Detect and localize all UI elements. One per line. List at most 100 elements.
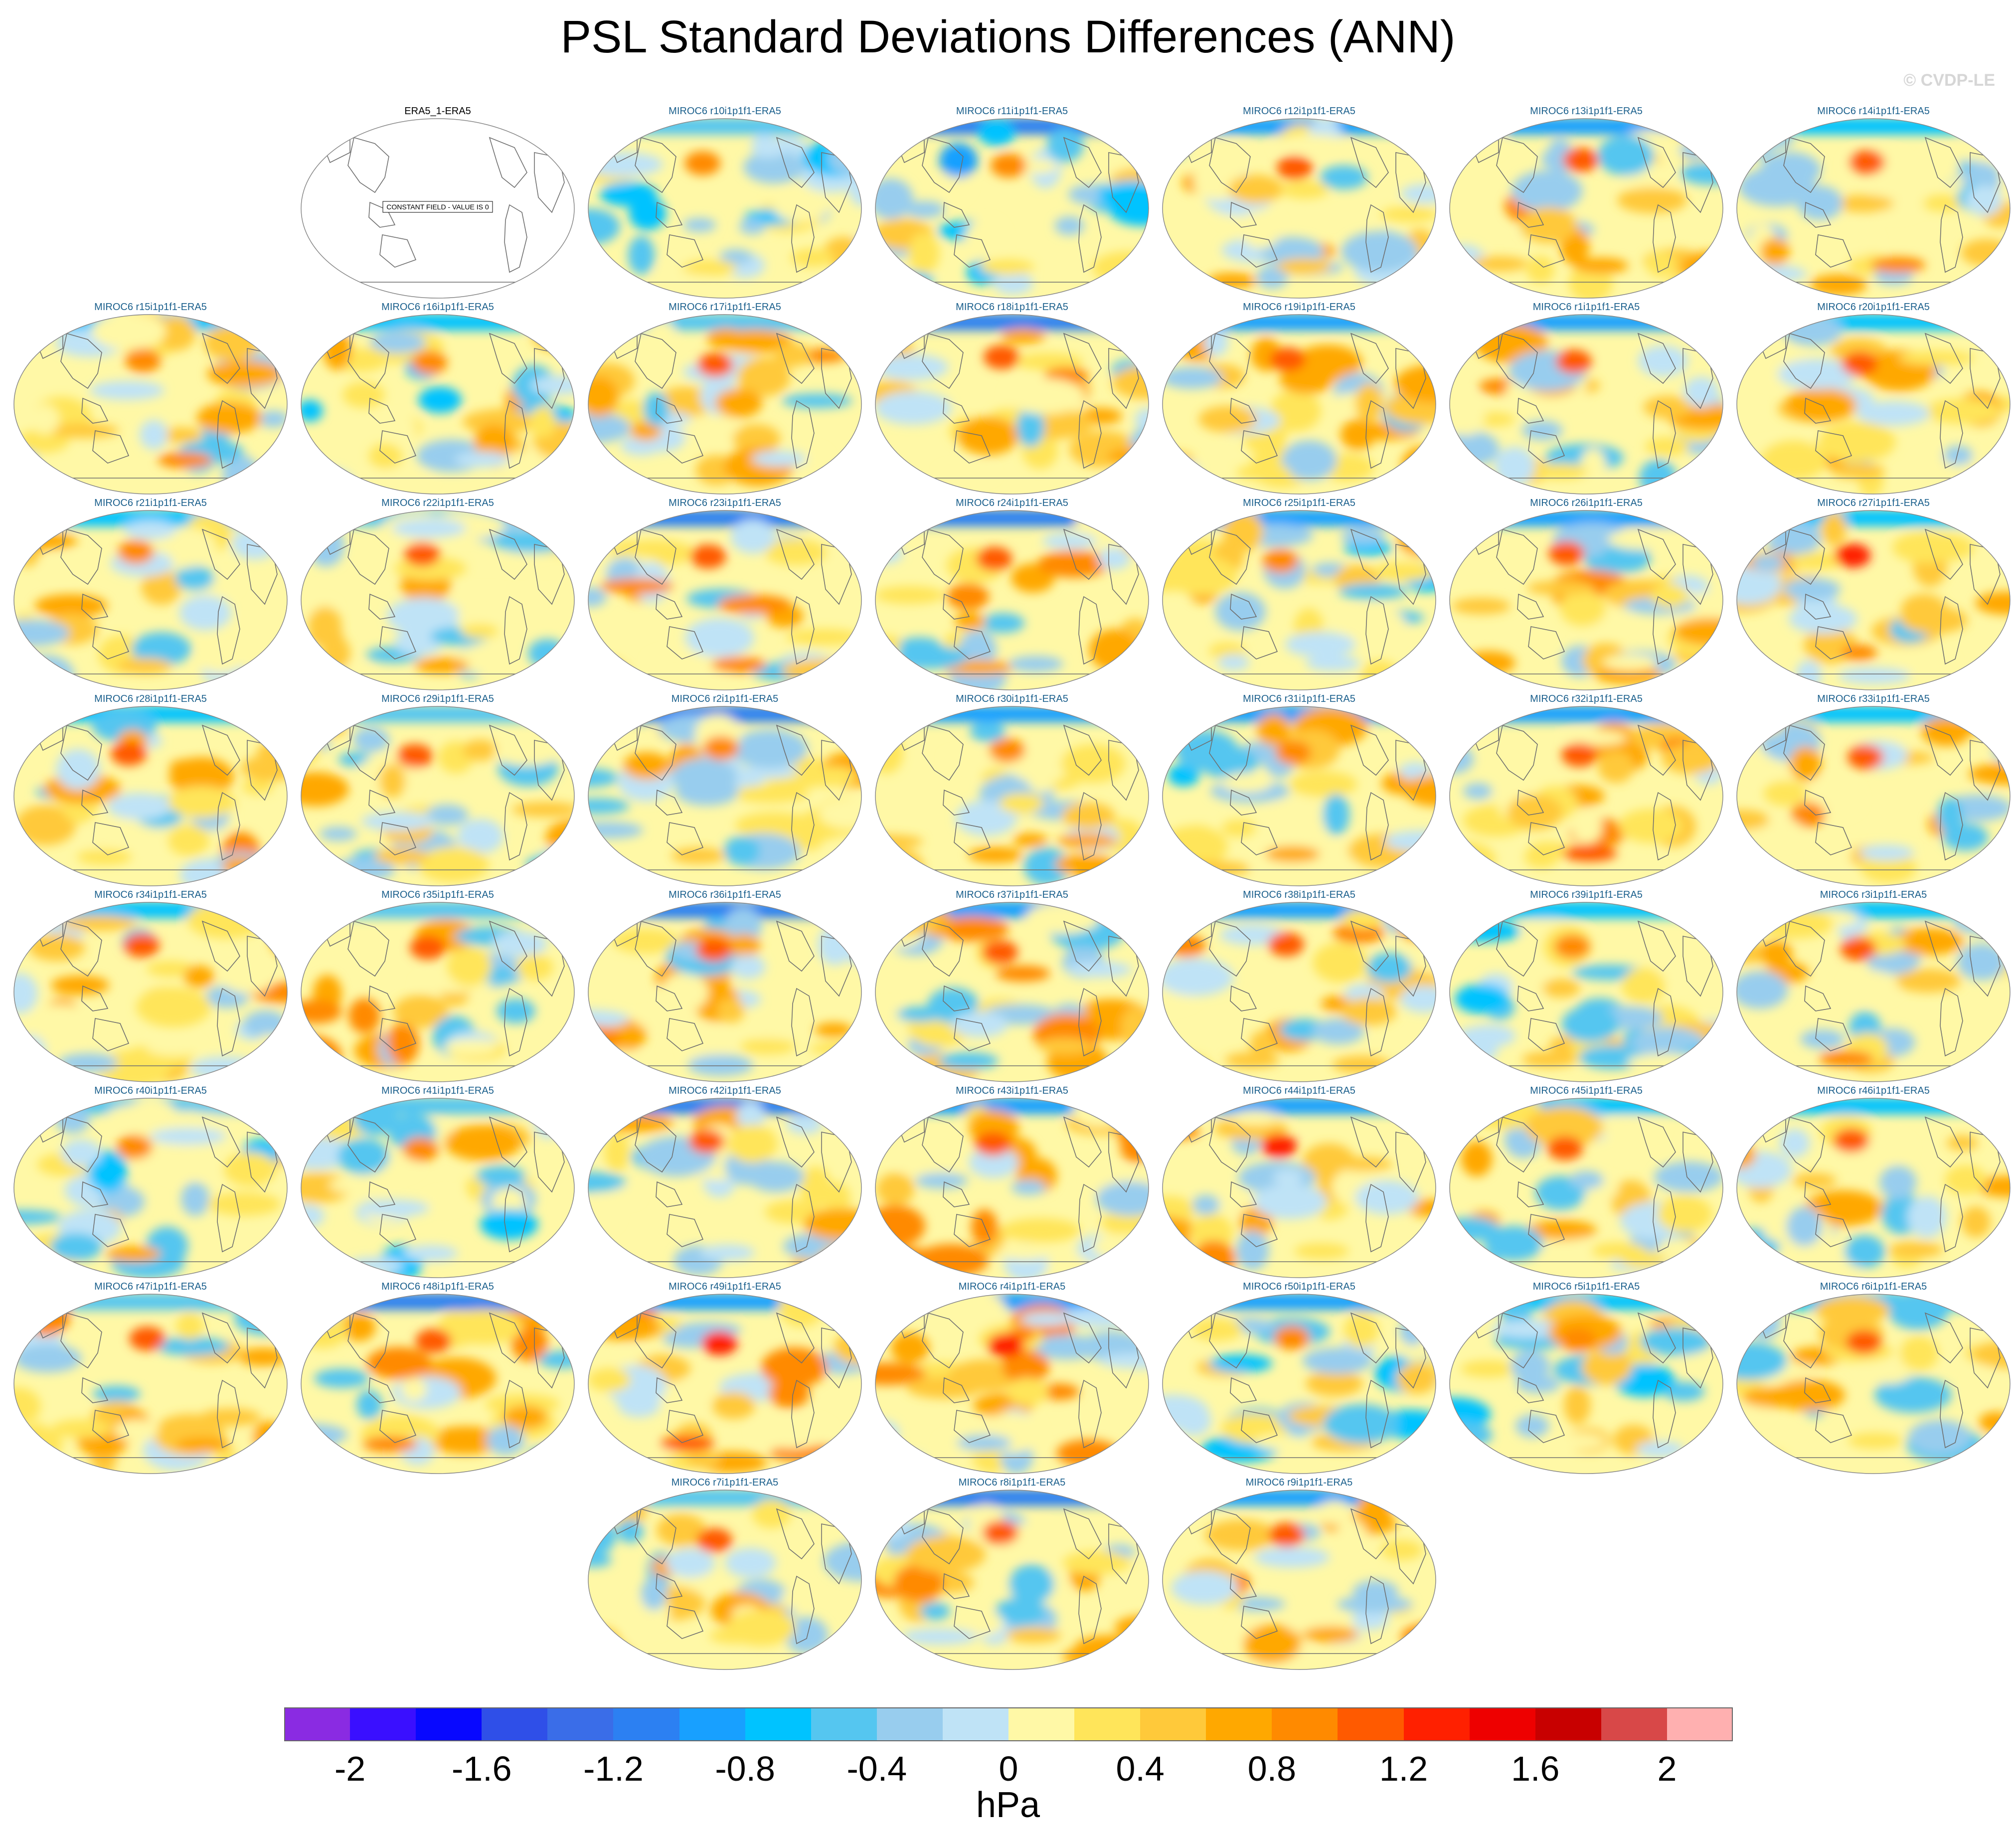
anomaly-blob [727, 1124, 778, 1163]
anomaly-blob [727, 934, 761, 957]
anomaly-blob [1608, 529, 1676, 550]
anomaly-blob [516, 954, 553, 981]
anomaly-blob [875, 178, 913, 219]
anomaly-blob [1167, 934, 1206, 957]
coastline [1063, 1508, 1102, 1560]
anomaly-blob [623, 752, 671, 780]
anomaly-blob [328, 1177, 388, 1193]
anomaly-blob [999, 793, 1044, 814]
anomaly-blob [588, 1501, 625, 1525]
panel-title: MIROC6 r12i1p1f1-ERA5 [1243, 106, 1355, 117]
coastline [81, 593, 109, 620]
panel-title: MIROC6 r21i1p1f1-ERA5 [94, 498, 207, 508]
coastline [1241, 822, 1278, 855]
map-outline [588, 1490, 862, 1670]
anomaly-blob [105, 1103, 182, 1130]
anomaly-blob [1306, 1370, 1363, 1397]
anomaly-blob [630, 422, 662, 441]
coastline [667, 822, 704, 855]
anomaly-blob [1450, 395, 1486, 436]
colorbar-cell [1140, 1707, 1206, 1741]
anomaly-blob [1525, 1106, 1603, 1148]
arctic-band [588, 902, 861, 918]
coastline [489, 333, 527, 384]
coastline [92, 1214, 130, 1247]
anomaly-blob [1760, 152, 1821, 188]
anomaly-blob [1494, 446, 1535, 486]
anomaly-blob [271, 925, 287, 956]
southern-ocean-feature [1819, 1050, 1874, 1067]
robinson-map [588, 902, 862, 1082]
anomaly-blob [390, 414, 416, 448]
panel-title: MIROC6 r18i1p1f1-ERA5 [956, 302, 1068, 313]
anomaly-blob [1313, 942, 1368, 983]
colorbar-cell [1206, 1707, 1272, 1741]
anomaly-blob [1898, 350, 1975, 365]
coastline [1804, 593, 1832, 620]
anomaly-blob [733, 785, 809, 803]
anomaly-blob [1450, 451, 1472, 491]
anomaly-blob [814, 1022, 853, 1037]
robinson-map [588, 510, 862, 690]
coastline [1063, 920, 1102, 972]
robinson-map [1449, 706, 1723, 886]
arctic-band [1163, 315, 1436, 331]
anomaly-blob [140, 420, 168, 450]
anomaly-blob [1627, 1053, 1706, 1069]
north-pacific-maximum [701, 1331, 738, 1355]
anomaly-blob [551, 922, 574, 939]
anomaly-blob [1526, 256, 1555, 284]
colorbar-tick-label: 1.6 [1511, 1749, 1560, 1788]
coastline [60, 1116, 102, 1173]
map-panel: MIROC6 r15i1p1f1-ERA5 [7, 302, 294, 496]
anomaly-blob [731, 729, 808, 768]
map-outline [1736, 510, 2011, 690]
robinson-map [1162, 1490, 1436, 1670]
anomaly-blob [1293, 839, 1360, 871]
map-panel: MIROC6 r13i1p1f1-ERA5 [1443, 106, 1730, 300]
map-panel: MIROC6 r23i1p1f1-ERA5 [581, 498, 868, 692]
colorbar-cell [876, 1707, 943, 1741]
map-outline [13, 1294, 288, 1474]
coastline [1496, 1116, 1538, 1173]
anomaly-blob [633, 1012, 689, 1027]
anomaly-blob [1027, 763, 1055, 793]
map-panel: MIROC6 r31i1p1f1-ERA5 [1156, 693, 1443, 888]
coastline [1230, 1573, 1257, 1599]
anomaly-blob [588, 587, 607, 607]
anomaly-blob [1580, 448, 1606, 483]
anomaly-blob [1171, 1571, 1238, 1605]
anomaly-blob [875, 856, 911, 872]
robinson-map [13, 510, 288, 690]
map-panel: MIROC6 r19i1p1f1-ERA5 [1156, 302, 1443, 496]
coastline [1063, 528, 1102, 580]
map-outline [875, 314, 1149, 495]
map-panel: MIROC6 r9i1p1f1-ERA5 [1156, 1477, 1443, 1671]
north-pacific-maximum [125, 348, 161, 372]
anomaly-blob [1569, 1170, 1604, 1189]
anomaly-blob [1281, 440, 1337, 481]
north-pacific-maximum [111, 741, 147, 766]
anomaly-blob [1527, 580, 1594, 595]
arctic-band [875, 315, 1149, 331]
coastline [489, 1116, 527, 1168]
map-outline [1736, 314, 2011, 495]
map-panel: MIROC6 r17i1p1f1-ERA5 [581, 302, 868, 496]
north-pacific-maximum [1848, 745, 1884, 769]
anomaly-blob [712, 1392, 755, 1419]
panel-title: MIROC6 r45i1p1f1-ERA5 [1530, 1085, 1643, 1096]
anomaly-blob [1323, 794, 1350, 835]
anomaly-blob [1355, 383, 1383, 422]
anomaly-blob [1788, 604, 1857, 634]
southern-ocean-feature [117, 658, 172, 674]
robinson-map [1162, 314, 1436, 495]
southern-ocean-feature [1037, 1038, 1092, 1054]
anomaly-blob [184, 966, 214, 988]
map-panel: MIROC6 r36i1p1f1-ERA5 [581, 889, 868, 1084]
anomaly-blob [1790, 552, 1845, 570]
anomaly-blob [255, 1377, 282, 1396]
map-outline [301, 510, 575, 690]
anomaly-blob [1907, 1196, 1947, 1238]
anomaly-blob [492, 1187, 525, 1216]
anomaly-blob [1564, 730, 1627, 746]
